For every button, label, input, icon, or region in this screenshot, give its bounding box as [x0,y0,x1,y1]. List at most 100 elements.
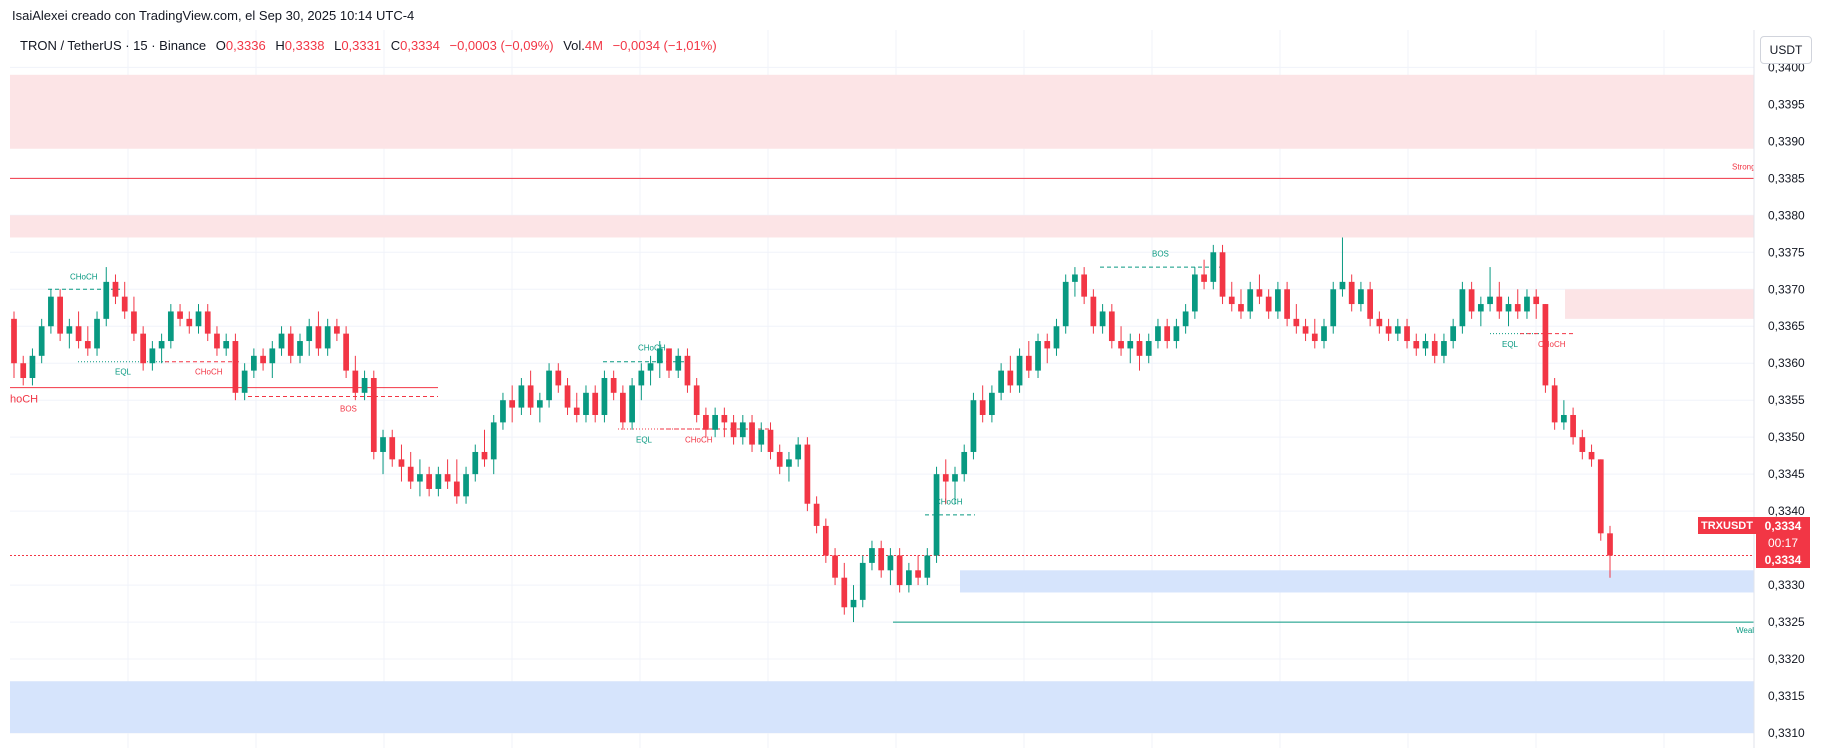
change-value: −0,0003 (−0,09%) [449,38,554,53]
candle-body [1431,341,1438,356]
candle-body [435,474,442,489]
candle-body [684,355,691,386]
candle-body [1201,274,1207,282]
candle-body [1376,318,1383,327]
candle-body [712,414,718,430]
eql-label: EQL [115,367,132,376]
candle-body [84,341,91,349]
candle-body [1284,289,1290,319]
candle-body [804,444,811,504]
supply-zone [10,215,1754,238]
candle-body [1450,326,1457,342]
candle-body [1514,304,1521,312]
candle-body [251,355,257,371]
candle-body [1422,341,1429,349]
price-tick-label: 0,3320 [1768,652,1805,666]
candle-body [1053,326,1060,349]
candle-body [1035,341,1041,371]
currency-unit-button[interactable]: USDT [1760,36,1812,64]
candle-body [352,370,359,393]
symbol-title[interactable]: TRON / TetherUS · 15 · Binance [20,38,207,53]
candle-body [887,555,894,571]
candle-body [583,392,589,415]
price-tick-label: 0,3375 [1768,245,1805,259]
candle-body [361,378,368,393]
price-tick-label: 0,3355 [1768,393,1805,407]
candle-body [850,599,857,608]
candle-body [38,326,45,356]
candle-body [29,355,36,379]
candle-body [1219,252,1226,297]
price-tick-label: 0,3350 [1768,430,1805,444]
candle-body [989,392,995,415]
price-tick-label: 0,3315 [1768,689,1805,703]
symbol-price-tag: TRXUSDT [1698,517,1756,534]
candle-body [1293,318,1300,327]
candle-body [1441,341,1447,356]
candle-body [573,407,580,415]
candle-body [638,370,645,386]
candle-body [380,437,386,452]
candle-body [610,378,617,393]
candle-body [260,355,266,364]
candle-body [1533,296,1540,305]
price-tick-label: 0,3310 [1768,726,1805,740]
low-value: 0,3331 [341,38,382,53]
candle-body [822,525,829,556]
candle-body [1542,304,1549,386]
candle-body [1136,341,1143,356]
candle-body [177,311,183,319]
candle-body [1044,341,1051,349]
supply-zone [10,74,1754,149]
candle-body [942,474,949,482]
price-tick-label: 0,3390 [1768,134,1805,148]
close-label: C [390,38,401,53]
candle-body [970,400,977,452]
candle-body [306,326,313,342]
candle-body [11,318,17,364]
choch-label: CHoCH [70,273,98,282]
candle-body [620,392,626,423]
candle-body [1597,459,1604,534]
candle-body [232,341,239,393]
top-bar: IsaiAlexei creado con TradingView.com, e… [0,0,1826,30]
candle-body [417,474,423,482]
volume-change: −0,0034 (−1,01%) [612,38,717,53]
candle-body [536,400,543,408]
candle-body [140,333,147,364]
candle-body [223,341,230,349]
candle-body [675,355,682,371]
candle-body [112,281,119,297]
candle-body [647,363,654,371]
candle-body [693,385,700,415]
last-price-tag: 0,3334 [1756,517,1810,534]
price-tick-label: 0,3360 [1768,356,1805,370]
candle-body [426,474,433,489]
candle-body [961,451,968,475]
candle-body [656,348,663,364]
demand-zone [960,570,1754,593]
candle-body [167,311,174,342]
choch-label: CHoCH [638,344,666,353]
candle-body [1579,437,1586,452]
candle-body [1413,341,1420,349]
candle-body [878,548,885,571]
candle-body [334,326,340,334]
candle-body [453,481,460,497]
candle-body [786,459,792,467]
candle-body [859,562,866,600]
candle-body [730,422,737,438]
candle-body [1404,326,1410,342]
candle-body [1238,304,1244,312]
candle-body [370,378,377,452]
bos-label: BOS [340,404,357,413]
weak-label: Weak [1736,626,1757,635]
candle-body [278,333,285,349]
candle-body [629,385,635,423]
candle-body [1090,296,1097,327]
eql-label: EQL [636,435,653,444]
candle-body [1570,414,1576,438]
candle-body [1164,326,1171,342]
candlestick-chart[interactable]: hoCH BOS CHoCH EQL CHoCH CHoCH EQL CHoCH CHoCH BO… [0,30,1826,748]
candle-body [1210,252,1217,282]
